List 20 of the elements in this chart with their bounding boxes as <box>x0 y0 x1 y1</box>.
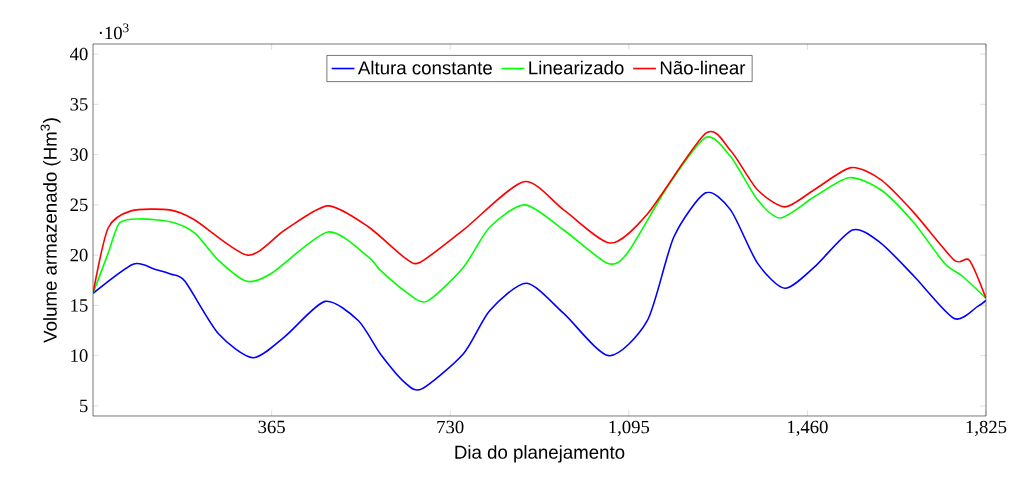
legend-label: Altura constante <box>357 60 492 75</box>
x-tick-label: 730 <box>437 420 464 434</box>
x-tick-label: 1,460 <box>788 420 828 436</box>
text: ·10$^{3}$ <box>99 23 129 40</box>
y-tick-label: 35 <box>70 98 88 111</box>
line-series <box>93 191 986 391</box>
y-tick-label: 5 <box>80 399 88 413</box>
y-tick-label: 15 <box>71 299 88 312</box>
x-tick-label: 365 <box>258 420 285 434</box>
y-tick-label: 20 <box>70 248 88 262</box>
x-tick-label: 1,095 <box>609 420 650 436</box>
y-tick-label: 25 <box>70 198 88 212</box>
y-tick-label: 30 <box>70 148 88 161</box>
y-tick-label: 40 <box>69 47 88 61</box>
y-tick-label: 10 <box>71 349 88 362</box>
x-tick-label: 1,825 <box>966 420 1007 436</box>
x-axis-title: Dia do planejamento <box>455 445 625 463</box>
legend-label: Não-linear <box>660 60 746 75</box>
y-axis-title: Volume armazenado (Hm$^{3}$) <box>40 118 61 343</box>
legend-label: Linearizado <box>529 60 624 75</box>
